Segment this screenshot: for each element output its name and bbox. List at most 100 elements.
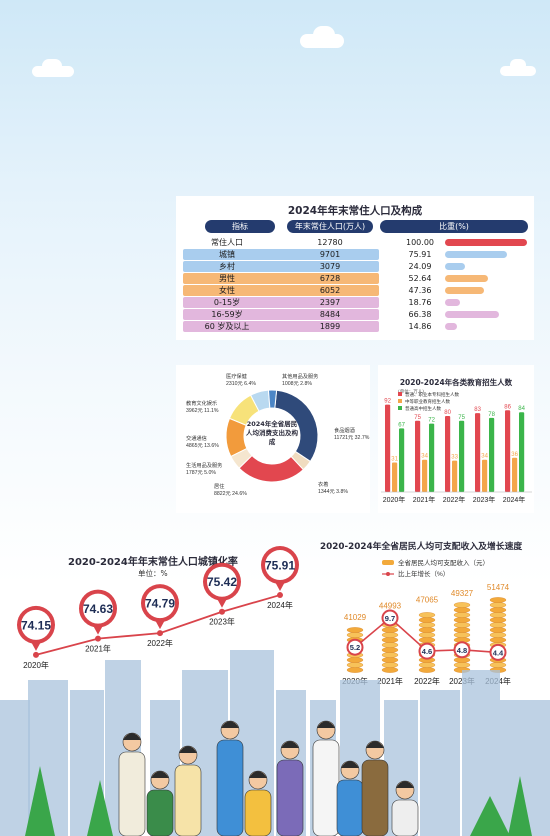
person-hair	[396, 781, 414, 788]
edu-bar	[422, 459, 428, 492]
slice-label: 交通通信	[186, 434, 207, 442]
edu-x-label: 2021年	[413, 495, 436, 504]
edu-bar	[445, 416, 451, 492]
edu-bar	[512, 457, 518, 492]
urbanization-unit: 单位：%	[138, 569, 168, 578]
slice-value: 2310元 6.4%	[226, 380, 256, 387]
cloud	[42, 59, 62, 73]
row-ratio: 18.76	[408, 298, 432, 307]
person-body	[276, 759, 304, 836]
urbanization-title: 2020-2024年年末常住人口城镇化率	[68, 557, 238, 568]
person-hair	[366, 741, 384, 748]
ratio-bar	[445, 323, 458, 330]
edu-bar	[505, 410, 511, 492]
growth-marker-inner	[491, 645, 505, 659]
row-ratio: 24.09	[408, 262, 432, 271]
person-body	[361, 759, 389, 836]
edu-x-label: 2022年	[443, 495, 466, 504]
slice-label: 衣着	[318, 480, 328, 488]
edu-bar	[415, 420, 421, 492]
edu-bar	[385, 404, 391, 492]
person-body	[216, 739, 244, 836]
income-value: 41029	[344, 613, 367, 622]
edu-bar	[399, 428, 405, 492]
row-band	[183, 297, 379, 308]
row-label: 乡村	[219, 262, 235, 271]
urbanization-x-label: 2021年	[85, 644, 111, 654]
building	[420, 690, 460, 836]
urbanization-value: 74.63	[83, 602, 113, 616]
row-band	[183, 285, 379, 296]
edu-bar	[392, 462, 398, 492]
person-hair	[317, 721, 335, 728]
slice-label: 生活用品及服务	[186, 461, 222, 469]
income-value: 49327	[451, 589, 474, 598]
legend-swatch	[398, 399, 402, 403]
growth-marker-inner	[348, 640, 362, 654]
edu-bar	[452, 460, 458, 492]
income-value: 51474	[487, 583, 510, 592]
header-ratio: 比重(%)	[380, 220, 528, 233]
pin-inner	[145, 588, 175, 619]
education-title: 2020-2024年各类教育招生人数	[399, 378, 513, 387]
ratio-bar	[445, 239, 527, 246]
slice-value: 8822元 24.6%	[214, 490, 247, 497]
edu-bar-value: 84	[518, 406, 525, 412]
tree	[25, 766, 55, 836]
edu-bar-value: 34	[421, 454, 428, 460]
edu-bar-value: 33	[451, 455, 458, 461]
person-body	[336, 779, 364, 836]
edu-bar-value: 92	[384, 399, 391, 405]
tree	[87, 780, 113, 836]
income-x-label: 2021年	[377, 676, 403, 686]
legend-label: 普通高中招生人数	[405, 405, 441, 412]
donut-title-text: 2024年全省居民人均消费支出及构成	[246, 420, 298, 446]
header-indicator: 指标	[205, 220, 275, 233]
row-value: 6728	[319, 274, 341, 283]
income-x-label: 2022年	[414, 676, 440, 686]
population-row: 常住人口 12780 100.00	[183, 237, 528, 248]
growth-value: 9.7	[385, 614, 395, 623]
row-band	[183, 321, 379, 332]
cloud	[510, 59, 526, 71]
edu-bar-value: 86	[504, 404, 511, 410]
edu-bar	[429, 423, 435, 492]
row-band	[183, 309, 379, 320]
coin	[489, 597, 507, 603]
population-row: 女性 6052 47.36	[183, 285, 528, 296]
urbanization-point	[219, 608, 225, 615]
building	[0, 700, 30, 836]
person-hair	[179, 746, 197, 753]
edu-bar-value: 83	[474, 407, 481, 413]
ratio-bar	[445, 311, 500, 318]
pin-inner	[207, 566, 237, 597]
slice-label: 教育文化娱乐	[186, 399, 217, 407]
urbanization-point	[277, 592, 283, 599]
row-ratio: 100.00	[406, 238, 434, 247]
urbanization-x-label: 2022年	[147, 638, 173, 648]
person-body	[174, 764, 202, 836]
person-hair	[281, 741, 299, 748]
pin-inner	[21, 609, 51, 640]
growth-value: 5.2	[350, 643, 360, 652]
ratio-bar	[445, 275, 489, 282]
row-value: 2397	[319, 298, 341, 307]
edu-bar	[459, 420, 465, 492]
coin	[453, 602, 471, 608]
legend-swatch	[382, 560, 394, 565]
income-value: 47065	[416, 596, 439, 605]
ratio-bar	[445, 299, 461, 306]
edu-bar-value: 80	[444, 410, 451, 416]
edu-bar-value: 75	[458, 415, 465, 421]
row-value: 6052	[319, 286, 341, 295]
pin-inner	[83, 593, 113, 624]
slice-value: 3962元 11.1%	[186, 407, 219, 414]
slice-value: 4865元 13.6%	[186, 442, 219, 449]
row-value: 3079	[319, 262, 341, 271]
urbanization-value: 74.15	[21, 618, 51, 632]
urbanization-x-label: 2020年	[23, 660, 49, 670]
